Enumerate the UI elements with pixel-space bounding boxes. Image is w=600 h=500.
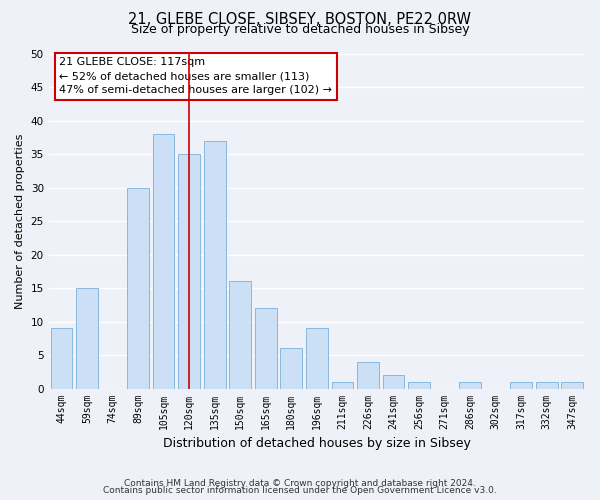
Bar [229, 282, 251, 389]
Bar [510, 382, 532, 388]
Text: Size of property relative to detached houses in Sibsey: Size of property relative to detached ho… [131, 22, 469, 36]
Bar [383, 375, 404, 388]
Y-axis label: Number of detached properties: Number of detached properties [15, 134, 25, 309]
Bar [332, 382, 353, 388]
Text: 21 GLEBE CLOSE: 117sqm
← 52% of detached houses are smaller (113)
47% of semi-de: 21 GLEBE CLOSE: 117sqm ← 52% of detached… [59, 58, 332, 96]
X-axis label: Distribution of detached houses by size in Sibsey: Distribution of detached houses by size … [163, 437, 471, 450]
Bar [255, 308, 277, 388]
Bar [459, 382, 481, 388]
Bar [280, 348, 302, 389]
Bar [76, 288, 98, 388]
Text: 21, GLEBE CLOSE, SIBSEY, BOSTON, PE22 0RW: 21, GLEBE CLOSE, SIBSEY, BOSTON, PE22 0R… [128, 12, 472, 28]
Bar [204, 141, 226, 388]
Bar [50, 328, 72, 388]
Bar [408, 382, 430, 388]
Text: Contains HM Land Registry data © Crown copyright and database right 2024.: Contains HM Land Registry data © Crown c… [124, 478, 476, 488]
Bar [178, 154, 200, 388]
Text: Contains public sector information licensed under the Open Government Licence v3: Contains public sector information licen… [103, 486, 497, 495]
Bar [562, 382, 583, 388]
Bar [127, 188, 149, 388]
Bar [357, 362, 379, 388]
Bar [306, 328, 328, 388]
Bar [153, 134, 175, 388]
Bar [536, 382, 557, 388]
